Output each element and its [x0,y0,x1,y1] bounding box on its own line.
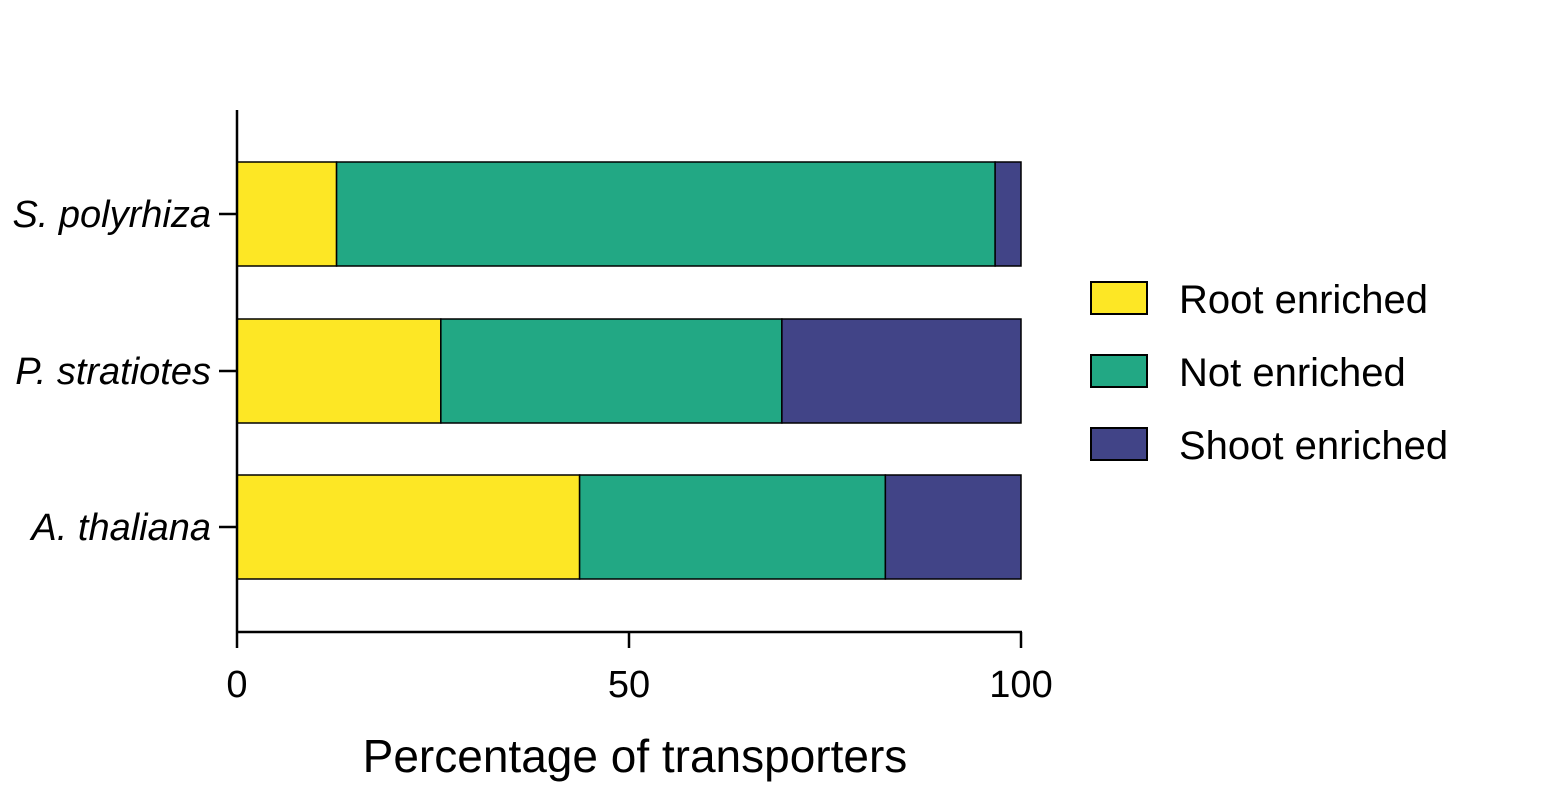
bar-segment-shoot-enriched-0 [994,161,1022,267]
bar-segment-not-enriched-2 [578,474,887,580]
legend: Root enriched Not enriched Shoot enriched [1090,278,1448,468]
bar-segment-not-enriched-0 [335,161,996,267]
bar-segment-root-enriched-2 [236,474,581,580]
legend-label: Not enriched [1179,351,1406,395]
legend-swatch [1090,354,1148,388]
legend-label: Root enriched [1179,278,1428,322]
bar-segment-root-enriched-0 [236,161,338,267]
x-tick-label: 50 [608,664,650,706]
bar-segment-shoot-enriched-1 [781,318,1022,424]
legend-label: Shoot enriched [1179,424,1448,468]
category-label: A. thaliana [29,507,211,549]
legend-swatch [1090,427,1148,461]
category-label: S. polyrhiza [12,194,211,236]
bar-segment-shoot-enriched-2 [884,474,1022,580]
legend-swatch [1090,281,1148,315]
x-axis-title: Percentage of transporters [363,730,908,782]
x-tick-label: 100 [989,664,1052,706]
x-axis-ticks: 0 50 100 [226,632,1053,706]
y-axis-ticks: S. polyrhiza P. stratiotes A. thaliana [12,194,237,549]
bar-segment-not-enriched-1 [440,318,783,424]
x-tick-label: 0 [226,664,247,706]
bar-segment-root-enriched-1 [236,318,442,424]
category-label: P. stratiotes [15,351,211,393]
bars [236,161,1022,580]
